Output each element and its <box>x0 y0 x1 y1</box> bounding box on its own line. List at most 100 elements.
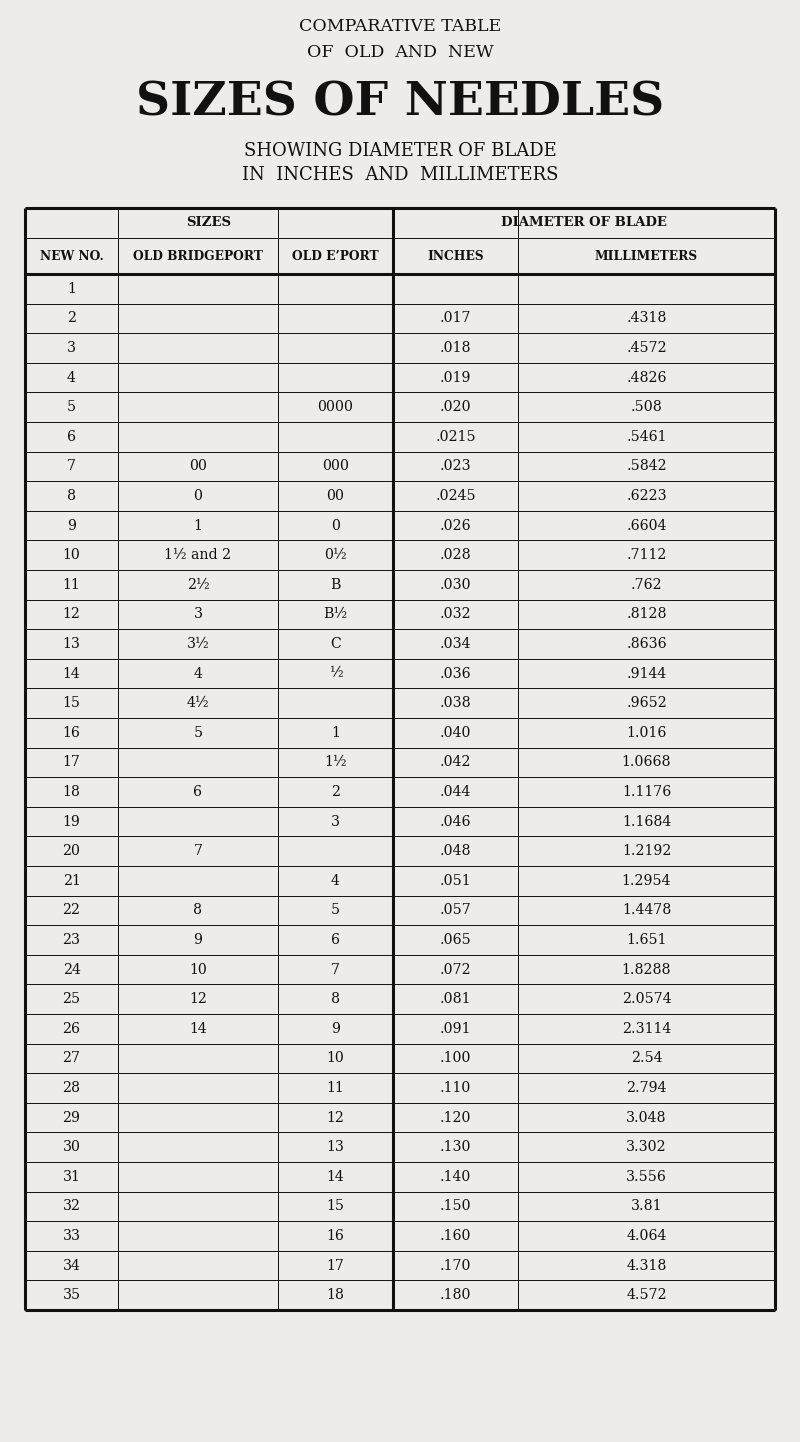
Text: 2.0574: 2.0574 <box>622 992 671 1007</box>
Text: .140: .140 <box>440 1169 471 1184</box>
Text: .034: .034 <box>440 637 471 650</box>
Text: 6: 6 <box>194 784 202 799</box>
Text: 33: 33 <box>62 1229 81 1243</box>
Text: 3.048: 3.048 <box>626 1110 666 1125</box>
Text: 16: 16 <box>326 1229 345 1243</box>
Text: .036: .036 <box>440 666 471 681</box>
Text: ½: ½ <box>329 666 342 681</box>
Text: 23: 23 <box>62 933 81 947</box>
Text: SHOWING DIAMETER OF BLADE: SHOWING DIAMETER OF BLADE <box>244 141 556 160</box>
Text: .8128: .8128 <box>626 607 666 622</box>
Text: .8636: .8636 <box>626 637 667 650</box>
Text: .6223: .6223 <box>626 489 667 503</box>
Text: 10: 10 <box>189 963 207 976</box>
Text: 20: 20 <box>62 844 81 858</box>
Text: SIZES OF NEEDLES: SIZES OF NEEDLES <box>136 79 664 125</box>
Text: 30: 30 <box>62 1141 81 1154</box>
Text: 6: 6 <box>67 430 76 444</box>
Text: 17: 17 <box>62 756 81 770</box>
Text: 9: 9 <box>67 519 76 532</box>
Text: 25: 25 <box>62 992 81 1007</box>
Text: 10: 10 <box>326 1051 345 1066</box>
Text: .5461: .5461 <box>626 430 666 444</box>
Text: 31: 31 <box>62 1169 81 1184</box>
Text: .5842: .5842 <box>626 460 667 473</box>
Text: .051: .051 <box>440 874 471 888</box>
Text: 14: 14 <box>326 1169 344 1184</box>
Text: .150: .150 <box>440 1200 471 1213</box>
Text: 1.8288: 1.8288 <box>622 963 671 976</box>
Text: 2.794: 2.794 <box>626 1082 666 1094</box>
Text: NEW NO.: NEW NO. <box>40 249 103 262</box>
Text: 1: 1 <box>331 725 340 740</box>
Text: 12: 12 <box>189 992 207 1007</box>
Text: 1.4478: 1.4478 <box>622 903 671 917</box>
Text: B: B <box>330 578 341 591</box>
Text: 35: 35 <box>62 1288 81 1302</box>
Text: 17: 17 <box>326 1259 345 1273</box>
Text: 1.2192: 1.2192 <box>622 844 671 858</box>
Text: 7: 7 <box>194 844 202 858</box>
Text: 16: 16 <box>62 725 81 740</box>
Text: 14: 14 <box>62 666 80 681</box>
Text: 12: 12 <box>62 607 81 622</box>
Text: .081: .081 <box>440 992 471 1007</box>
Text: 8: 8 <box>67 489 76 503</box>
Text: 5: 5 <box>331 903 340 917</box>
Text: .4826: .4826 <box>626 371 666 385</box>
Text: OLD E’PORT: OLD E’PORT <box>292 249 379 262</box>
Text: 1½: 1½ <box>324 756 346 770</box>
Text: 19: 19 <box>62 815 81 829</box>
Text: 24: 24 <box>62 963 81 976</box>
Text: 9: 9 <box>331 1022 340 1035</box>
Text: .130: .130 <box>440 1141 471 1154</box>
Text: 15: 15 <box>326 1200 345 1213</box>
Text: .0245: .0245 <box>435 489 476 503</box>
Text: .032: .032 <box>440 607 471 622</box>
Text: .091: .091 <box>440 1022 471 1035</box>
Text: INCHES: INCHES <box>427 249 484 262</box>
Text: .057: .057 <box>440 903 471 917</box>
Text: .100: .100 <box>440 1051 471 1066</box>
Text: 8: 8 <box>194 903 202 917</box>
Text: 7: 7 <box>67 460 76 473</box>
Text: 12: 12 <box>326 1110 345 1125</box>
Text: 11: 11 <box>62 578 80 591</box>
Text: .9144: .9144 <box>626 666 666 681</box>
Text: .038: .038 <box>440 696 471 711</box>
Text: .7112: .7112 <box>626 548 666 562</box>
Text: 11: 11 <box>326 1082 344 1094</box>
Text: .120: .120 <box>440 1110 471 1125</box>
Text: 000: 000 <box>322 460 349 473</box>
Text: 28: 28 <box>62 1082 81 1094</box>
Text: .023: .023 <box>440 460 471 473</box>
Text: .762: .762 <box>630 578 662 591</box>
Text: 0½: 0½ <box>324 548 347 562</box>
Text: IN  INCHES  AND  MILLIMETERS: IN INCHES AND MILLIMETERS <box>242 166 558 185</box>
Text: OF  OLD  AND  NEW: OF OLD AND NEW <box>306 45 494 61</box>
Text: .042: .042 <box>440 756 471 770</box>
Text: .170: .170 <box>440 1259 471 1273</box>
Text: 2: 2 <box>67 311 76 326</box>
Text: .508: .508 <box>630 401 662 414</box>
Text: 3: 3 <box>331 815 340 829</box>
Text: .017: .017 <box>440 311 471 326</box>
Text: 4.318: 4.318 <box>626 1259 666 1273</box>
Text: 3: 3 <box>67 340 76 355</box>
Text: 5: 5 <box>194 725 202 740</box>
Text: .019: .019 <box>440 371 471 385</box>
Text: .065: .065 <box>440 933 471 947</box>
Text: .028: .028 <box>440 548 471 562</box>
Text: .046: .046 <box>440 815 471 829</box>
Text: 9: 9 <box>194 933 202 947</box>
Text: 1.651: 1.651 <box>626 933 666 947</box>
Text: .048: .048 <box>440 844 471 858</box>
Text: B½: B½ <box>323 607 347 622</box>
Text: MILLIMETERS: MILLIMETERS <box>595 249 698 262</box>
Text: .4318: .4318 <box>626 311 666 326</box>
Text: 2.3114: 2.3114 <box>622 1022 671 1035</box>
Text: 26: 26 <box>62 1022 81 1035</box>
Text: 3½: 3½ <box>186 637 210 650</box>
Text: .030: .030 <box>440 578 471 591</box>
Text: 7: 7 <box>331 963 340 976</box>
